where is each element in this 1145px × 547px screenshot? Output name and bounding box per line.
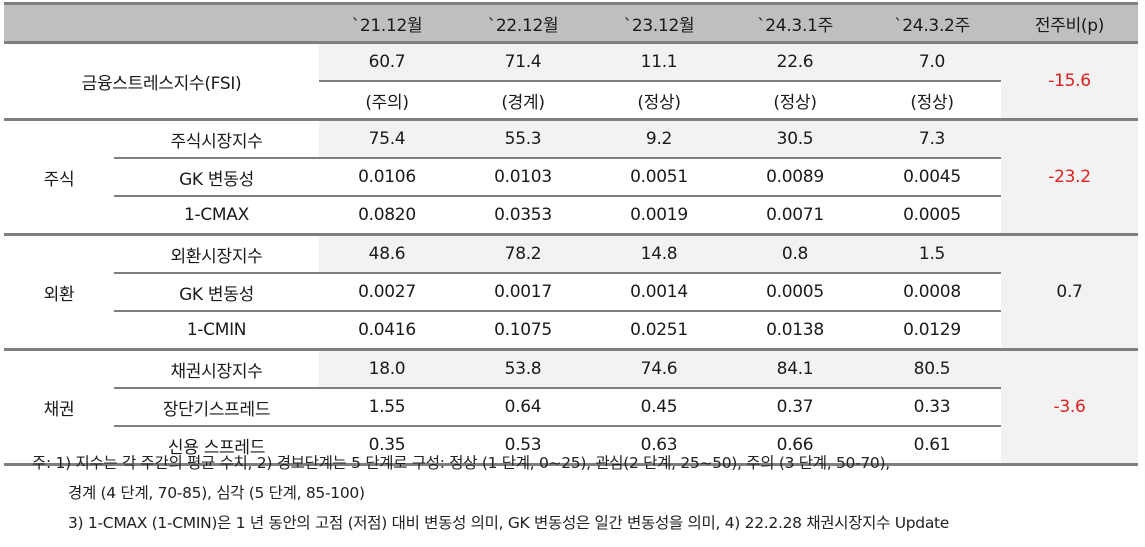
cell: 0.0005 (863, 196, 1001, 236)
cell: 14.8 (591, 234, 727, 274)
fsi-value: 60.7 (319, 42, 455, 82)
cell: 0.0014 (591, 273, 727, 312)
row-label: 채권시장지수 (114, 349, 319, 389)
cell: 78.2 (455, 234, 591, 274)
fsi-value-row: 금융스트레스지수(FSI) 60.7 71.4 11.1 22.6 7.0 -1… (4, 42, 1138, 121)
fsi-label: 금융스트레스지수(FSI) (4, 42, 319, 121)
table-row: 장단기스프레드 1.55 0.64 0.45 0.37 0.33 (4, 388, 1138, 427)
cell: 1.5 (863, 234, 1001, 274)
table-row: 1-CMAX 0.0820 0.0353 0.0019 0.0071 0.000… (4, 196, 1138, 236)
row-label: 신용 스프레드 (114, 426, 319, 466)
fsi-level: (경계) (455, 81, 591, 121)
cell: 75.4 (319, 119, 455, 159)
cell: 0.0416 (319, 311, 455, 351)
table-row: GK 변동성 0.0106 0.0103 0.0051 0.0089 0.004… (4, 158, 1138, 197)
row-label: 외환시장지수 (114, 234, 319, 274)
fx-change: 0.7 (1001, 234, 1138, 351)
header-col: `23.12월 (591, 2, 727, 44)
cell: 84.1 (727, 349, 863, 389)
cell: 0.0129 (863, 311, 1001, 351)
cell: 0.0051 (591, 158, 727, 197)
section-label-fx: 외환 (4, 234, 114, 351)
section-label-stock: 주식 (4, 119, 114, 236)
cell: 0.0089 (727, 158, 863, 197)
footnote-line: 3) 1-CMAX (1-CMIN)은 1 년 동안의 고점 (저점) 대비 변… (68, 514, 950, 532)
footnotes: 주: 1) 지수는 각 주간의 평균 수치, 2) 경보단계는 5 단계로 구성… (32, 452, 949, 542)
cell: 0.0071 (727, 196, 863, 236)
fsi-change: -15.6 (1001, 42, 1138, 121)
cell: 48.6 (319, 234, 455, 274)
cell: 0.0138 (727, 311, 863, 351)
table-row: 채권 채권시장지수 18.0 53.8 74.6 84.1 80.5 -3.6 (4, 349, 1138, 466)
cell: 0.0017 (455, 273, 591, 312)
cell: 0.0027 (319, 273, 455, 312)
cell: 0.33 (863, 388, 1001, 427)
cell: 0.61 (863, 426, 1001, 466)
row-label: 장단기스프레드 (114, 388, 319, 427)
header-col: `24.3.2주 (863, 2, 1001, 44)
row-label: 1-CMIN (114, 311, 319, 351)
cell: 0.37 (727, 388, 863, 427)
table-row: 1-CMIN 0.0416 0.1075 0.0251 0.0138 0.012… (4, 311, 1138, 351)
cell: 0.0045 (863, 158, 1001, 197)
cell: 55.3 (455, 119, 591, 159)
header-row: `21.12월 `22.12월 `23.12월 `24.3.1주 `24.3.2… (4, 2, 1138, 44)
fsi-level: (주의) (319, 81, 455, 121)
table-row: 주식 주식시장지수 75.4 55.3 9.2 30.5 7.3 -23.2 (4, 119, 1138, 236)
cell: 0.1075 (455, 311, 591, 351)
fsi-value: 22.6 (727, 42, 863, 82)
fsi-level-row: (주의) (경계) (정상) (정상) (정상) (4, 81, 1138, 121)
cell: 0.0106 (319, 158, 455, 197)
cell: 0.0103 (455, 158, 591, 197)
fsi-level: (정상) (591, 81, 727, 121)
cell: 9.2 (591, 119, 727, 159)
cell: 0.8 (727, 234, 863, 274)
cell: 0.64 (455, 388, 591, 427)
footnote-line: 경계 (4 단계, 70-85), 심각 (5 단계, 85-100) (68, 484, 365, 502)
cell: 74.6 (591, 349, 727, 389)
cell: 0.0019 (591, 196, 727, 236)
cell: 0.0251 (591, 311, 727, 351)
footnote-line: 주: 1) 지수는 각 주간의 평균 수치, 2) 경보단계는 5 단계로 구성… (32, 454, 890, 472)
row-label: GK 변동성 (114, 273, 319, 312)
cell: 80.5 (863, 349, 1001, 389)
cell: 53.8 (455, 349, 591, 389)
fsi-level: (정상) (863, 81, 1001, 121)
table-row: GK 변동성 0.0027 0.0017 0.0014 0.0005 0.000… (4, 273, 1138, 312)
header-blank (4, 2, 319, 44)
bond-change: -3.6 (1001, 349, 1138, 466)
header-col: `21.12월 (319, 2, 455, 44)
cell: 0.0008 (863, 273, 1001, 312)
row-label: 주식시장지수 (114, 119, 319, 159)
cell: 0.66 (727, 426, 863, 466)
header-col: `22.12월 (455, 2, 591, 44)
cell: 0.0005 (727, 273, 863, 312)
cell: 0.35 (319, 426, 455, 466)
table-row: 외환 외환시장지수 48.6 78.2 14.8 0.8 1.5 0.7 (4, 234, 1138, 351)
row-label: GK 변동성 (114, 158, 319, 197)
cell: 0.0820 (319, 196, 455, 236)
section-label-bond: 채권 (4, 349, 114, 466)
stock-change: -23.2 (1001, 119, 1138, 236)
fsi-level: (정상) (727, 81, 863, 121)
fsi-table: `21.12월 `22.12월 `23.12월 `24.3.1주 `24.3.2… (4, 2, 1138, 466)
header-col: `24.3.1주 (727, 2, 863, 44)
cell: 0.53 (455, 426, 591, 466)
table-row: 신용 스프레드 0.35 0.53 0.63 0.66 0.61 (4, 426, 1138, 466)
fsi-value: 7.0 (863, 42, 1001, 82)
fsi-value: 71.4 (455, 42, 591, 82)
header-change: 전주비(p) (1001, 2, 1138, 44)
cell: 0.45 (591, 388, 727, 427)
fsi-value: 11.1 (591, 42, 727, 82)
cell: 18.0 (319, 349, 455, 389)
cell: 1.55 (319, 388, 455, 427)
cell: 7.3 (863, 119, 1001, 159)
cell: 0.63 (591, 426, 727, 466)
cell: 30.5 (727, 119, 863, 159)
row-label: 1-CMAX (114, 196, 319, 236)
cell: 0.0353 (455, 196, 591, 236)
